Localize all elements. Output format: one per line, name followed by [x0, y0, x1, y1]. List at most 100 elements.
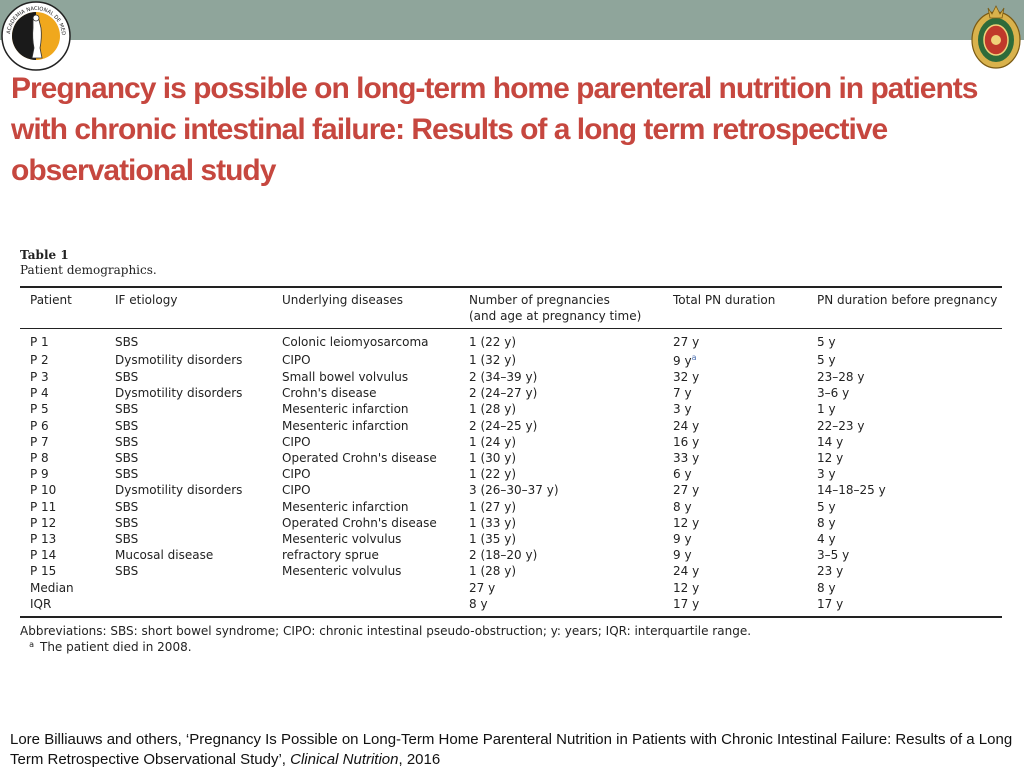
cell-total-pn-text: 24 y	[673, 418, 700, 433]
cell-total-pn-text: 3 y	[673, 402, 692, 417]
cell-total-pn: 12 y	[663, 515, 807, 531]
citation-year: , 2016	[398, 751, 441, 768]
cell-pregnancies-text: 1 (27 y)	[469, 499, 516, 514]
cell-pregnancies: 2 (24–25 y)	[459, 418, 663, 434]
cell-pregnancies: 8 y	[459, 596, 663, 616]
cell-pn-before: 1 y	[807, 401, 1002, 417]
table-row: P 6 SBS Mesenteric infarction 2 (24–25 y) 24…	[20, 418, 1002, 434]
column-header: Total PN duration	[663, 288, 807, 329]
cell-patient-text: P 8	[30, 451, 49, 466]
table-row: P 8 SBS Operated Crohn's disease 1 (30 y) 33…	[20, 450, 1002, 466]
cell-patient: P 4	[20, 385, 105, 401]
column-header: Underlying diseases	[272, 288, 459, 329]
cell-pregnancies-text: 2 (18–20 y)	[469, 548, 538, 563]
cell-total-pn: 17 y	[663, 596, 807, 616]
table-header-row: Patient IF etiology Underlying diseases …	[20, 288, 1002, 329]
cell-pn-before: 5 y	[807, 329, 1002, 351]
cell-pn-before: 23 y	[807, 563, 1002, 579]
cell-total-pn: 32 y	[663, 369, 807, 385]
citation: Lore Billiauws and others, ‘Pregnancy Is…	[10, 730, 1014, 768]
cell-pn-before-text: 14 y	[817, 434, 844, 449]
cell-etiology-text: SBS	[115, 418, 139, 433]
cell-pregnancies: 3 (26–30–37 y)	[459, 482, 663, 498]
cell-total-pn-text: 7 y	[673, 386, 692, 401]
table-row: P 13 SBS Mesenteric volvulus 1 (35 y) 9 y 4 y	[20, 531, 1002, 547]
cell-pn-before: 5 y	[807, 499, 1002, 515]
cell-pn-before-text: 5 y	[817, 352, 836, 367]
cell-pregnancies: 1 (22 y)	[459, 329, 663, 351]
cell-disease-text: Mesenteric volvulus	[282, 531, 402, 546]
cell-pn-before: 5 y	[807, 350, 1002, 369]
cell-disease-text: Operated Crohn's disease	[282, 451, 437, 466]
cell-etiology-text: SBS	[115, 515, 139, 530]
cell-pn-before: 3–6 y	[807, 385, 1002, 401]
cell-total-pn: 12 y	[663, 579, 807, 595]
footnote: a The patient died in 2008.	[20, 639, 1002, 655]
cell-pregnancies: 1 (32 y)	[459, 350, 663, 369]
cell-pn-before-text: 12 y	[817, 451, 844, 466]
cell-pregnancies-text: 2 (24–27 y)	[469, 386, 538, 401]
cell-etiology: Mucosal disease	[105, 547, 272, 563]
cell-total-pn-text: 8 y	[673, 499, 692, 514]
table-row: Median 27 y 12 y 8 y	[20, 579, 1002, 595]
cell-etiology-text: SBS	[115, 402, 139, 417]
cell-disease: Mesenteric infarction	[272, 418, 459, 434]
cell-total-pn: 24 y	[663, 563, 807, 579]
cell-total-pn-text: 6 y	[673, 467, 692, 482]
cell-etiology: SBS	[105, 499, 272, 515]
cell-patient-text: P 10	[30, 483, 57, 498]
cell-patient-text: P 1	[30, 335, 49, 349]
cell-disease: Mesenteric volvulus	[272, 531, 459, 547]
table-row: P 10 Dysmotility disorders CIPO 3 (26–30–37…	[20, 482, 1002, 498]
table-top-rule	[20, 286, 1002, 288]
cell-patient: P 11	[20, 499, 105, 515]
table-row: P 7 SBS CIPO 1 (24 y) 16 y 14 y	[20, 434, 1002, 450]
footnote-text: The patient died in 2008.	[40, 639, 192, 654]
footnote-marker: a	[691, 353, 697, 362]
cell-disease-text: Mesenteric infarction	[282, 499, 409, 514]
column-header: Number of pregnancies (and age at pregna…	[459, 288, 663, 329]
cell-etiology-text: SBS	[115, 335, 139, 349]
cell-disease-text: Colonic leiomyosarcoma	[282, 335, 429, 349]
cell-disease-text: Crohn's disease	[282, 386, 377, 401]
cell-total-pn-text: 9 y	[673, 548, 692, 563]
demographics-table: Patient IF etiology Underlying diseases …	[20, 288, 1002, 616]
cell-pn-before-text: 3–5 y	[817, 548, 850, 563]
column-header: PN duration before pregnancy	[807, 288, 1002, 329]
cell-total-pn: 24 y	[663, 418, 807, 434]
cell-etiology: Dysmotility disorders	[105, 350, 272, 369]
cell-pregnancies-text: 1 (22 y)	[469, 467, 516, 482]
cell-pregnancies-text: 1 (35 y)	[469, 531, 516, 546]
cell-disease-text: Operated Crohn's disease	[282, 515, 437, 530]
cell-etiology: SBS	[105, 329, 272, 351]
cell-pregnancies: 1 (28 y)	[459, 563, 663, 579]
column-header-line: Number of pregnancies	[469, 293, 610, 307]
cell-pn-before: 4 y	[807, 531, 1002, 547]
cell-pn-before: 3 y	[807, 466, 1002, 482]
cell-pn-before-text: 5 y	[817, 335, 836, 349]
cell-etiology-text: Dysmotility disorders	[115, 483, 243, 498]
cell-pn-before-text: 1 y	[817, 402, 836, 417]
cell-pregnancies: 1 (30 y)	[459, 450, 663, 466]
cell-pregnancies-text: 27 y	[469, 580, 496, 595]
citation-journal: Clinical Nutrition	[290, 751, 399, 768]
abbreviations-note: Abbreviations: SBS: short bowel syndrome…	[20, 623, 752, 638]
cell-etiology-text: SBS	[115, 564, 139, 579]
cell-disease: CIPO	[272, 466, 459, 482]
cell-pn-before-text: 8 y	[817, 580, 836, 595]
cell-pn-before: 23–28 y	[807, 369, 1002, 385]
cell-total-pn: 27 y	[663, 482, 807, 498]
cell-patient-text: P 9	[30, 467, 49, 482]
slide-title: Pregnancy is possible on long-term home …	[11, 72, 979, 187]
cell-total-pn: 9 y	[663, 547, 807, 563]
cell-patient: P 8	[20, 450, 105, 466]
cell-disease: Mesenteric volvulus	[272, 563, 459, 579]
cell-etiology-text: SBS	[115, 434, 139, 449]
table-row: P 3 SBS Small bowel volvulus 2 (34–39 y) 32 …	[20, 369, 1002, 385]
cell-disease: CIPO	[272, 434, 459, 450]
cell-pregnancies: 2 (18–20 y)	[459, 547, 663, 563]
cell-total-pn-text: 33 y	[673, 451, 700, 466]
cell-total-pn: 7 y	[663, 385, 807, 401]
cell-etiology: SBS	[105, 401, 272, 417]
cell-patient: P 6	[20, 418, 105, 434]
